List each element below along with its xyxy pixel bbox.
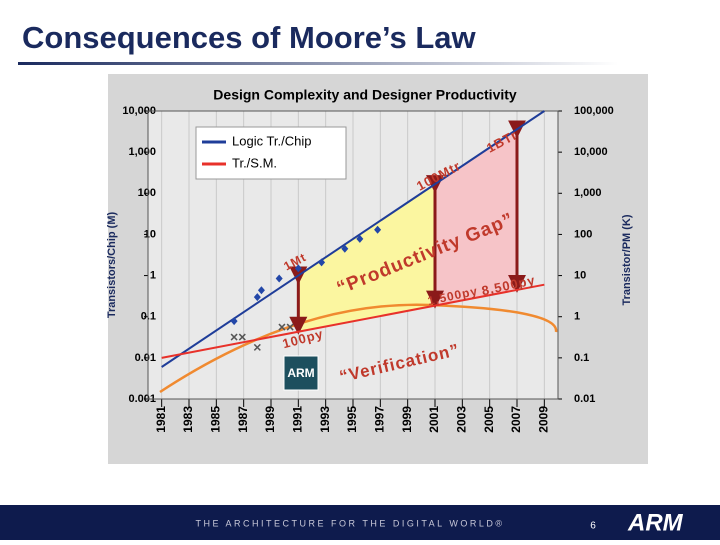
x-tick-label: 1991 xyxy=(291,406,305,433)
x-tick-label: 1981 xyxy=(154,406,168,433)
badge-label: ARM xyxy=(287,366,314,380)
marker-diamond xyxy=(230,317,238,326)
y2-tick-label: 10,000 xyxy=(574,146,608,158)
y2-tick-label: 1,000 xyxy=(574,187,602,199)
legend-label: Tr./S.M. xyxy=(232,155,277,170)
x-tick-label: 1983 xyxy=(181,406,195,433)
x-tick-label: 2003 xyxy=(455,406,469,433)
y2-axis-title: Transistor/PM (K) xyxy=(621,214,633,305)
x-tick-label: 2001 xyxy=(427,406,441,433)
verification-curve xyxy=(159,303,558,394)
series-line xyxy=(161,110,545,368)
footer-text: THE ARCHITECTURE FOR THE DIGITAL WORLD® xyxy=(196,518,505,528)
x-tick-label: 1985 xyxy=(209,406,223,433)
footer-logo: ARM xyxy=(627,509,684,536)
page-number: 6 xyxy=(590,521,596,532)
x-tick-label: 1995 xyxy=(345,406,359,433)
x-tick-label: 1989 xyxy=(263,406,277,433)
x-tick-label: 2005 xyxy=(482,406,496,433)
marker-diamond xyxy=(257,286,265,295)
legend-label: Logic Tr./Chip xyxy=(232,133,312,148)
gap-region xyxy=(435,129,517,306)
title-rule xyxy=(18,62,618,65)
y2-tick-label: 1 xyxy=(574,311,580,323)
marker-x xyxy=(278,323,286,331)
marker-diamond xyxy=(356,234,364,243)
y-tick-label: 10 xyxy=(144,228,156,240)
x-tick-label: 1999 xyxy=(400,406,414,433)
badge-box xyxy=(283,355,319,391)
series-line xyxy=(161,283,545,359)
y2-tick-label: 0.1 xyxy=(574,352,589,364)
x-tick-label: 1987 xyxy=(236,406,250,433)
legend-box xyxy=(195,126,347,180)
marker-diamond xyxy=(318,258,326,267)
chart-title: Design Complexity and Designer Productiv… xyxy=(213,87,517,103)
marker-diamond xyxy=(253,293,261,302)
x-tick-label: 1997 xyxy=(373,406,387,433)
marker-x xyxy=(253,343,261,351)
axis-frame xyxy=(147,110,559,400)
marker-x xyxy=(238,333,246,341)
x-tick-label: 2009 xyxy=(537,406,551,433)
y2-tick-label: 10 xyxy=(574,269,586,281)
marker-diamond xyxy=(374,225,382,234)
y2-tick-label: 100 xyxy=(574,228,592,240)
marker-diamond xyxy=(294,264,302,273)
y-tick-label: 0.001 xyxy=(128,393,156,405)
marker-x xyxy=(286,323,294,331)
footer-bar xyxy=(0,505,720,540)
y-tick-label: 1,000 xyxy=(128,146,156,158)
y-tick-label: 1 xyxy=(150,269,156,281)
gap-region xyxy=(298,184,435,332)
y-axis-title: Transistors/Chip (M) xyxy=(106,211,118,318)
y2-tick-label: 100,000 xyxy=(574,105,614,117)
marker-diamond xyxy=(341,244,349,253)
y2-tick-label: 0.01 xyxy=(574,393,595,405)
slide-title: Consequences of Moore’s Law xyxy=(22,20,476,55)
x-tick-label: 1993 xyxy=(318,406,332,433)
x-tick-label: 2007 xyxy=(509,406,523,433)
marker-diamond xyxy=(275,274,283,283)
marker-x xyxy=(230,333,238,341)
